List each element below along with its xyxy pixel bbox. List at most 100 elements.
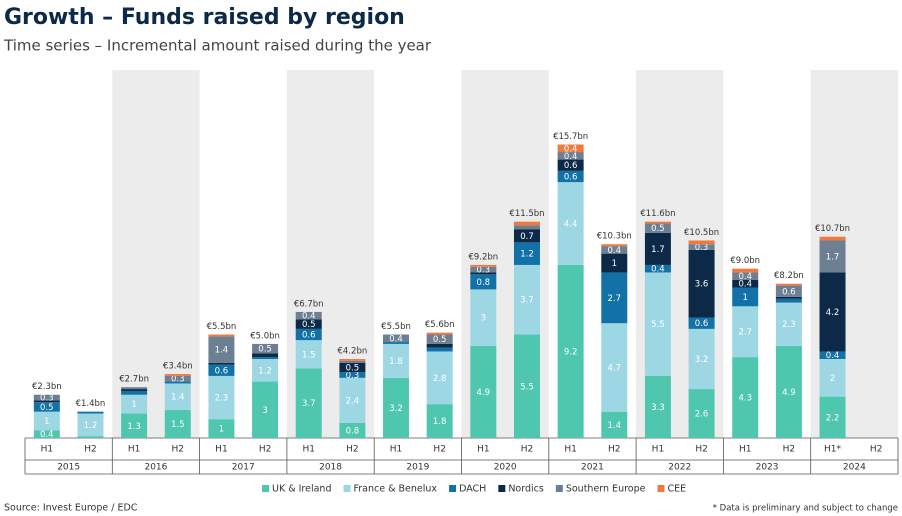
bar-segment	[339, 372, 366, 378]
bar-segment	[426, 347, 453, 352]
legend-swatch	[657, 485, 665, 492]
total-label: €5.5bn	[207, 322, 237, 332]
x-tick-label: H1	[739, 445, 752, 455]
bar-segment	[557, 159, 584, 171]
bar-segment	[732, 272, 759, 280]
bar-segment	[164, 381, 191, 384]
bar-segment	[426, 351, 453, 405]
legend-label: DACH	[459, 484, 486, 495]
bar-segment	[732, 287, 759, 307]
data-label: 1.4	[215, 346, 229, 356]
data-label: 2.3	[782, 320, 796, 330]
bar-segment	[77, 411, 104, 414]
data-label: 1.5	[302, 350, 316, 360]
data-label: 0.4	[738, 280, 752, 290]
total-label: €8.2bn	[774, 271, 804, 281]
bar-segment	[426, 404, 453, 438]
legend-label: France & Benelux	[354, 484, 438, 495]
data-label: 0.6	[564, 173, 578, 183]
bar-segment	[557, 264, 584, 438]
legend-swatch	[262, 485, 269, 492]
bar-segment	[208, 419, 235, 438]
bar-segment	[644, 272, 671, 376]
bar-segment	[33, 430, 60, 438]
data-label: 1.2	[84, 421, 98, 431]
year-label: 2018	[319, 463, 342, 473]
x-tick-label: H2	[433, 445, 446, 455]
x-tick-label: H2	[346, 445, 359, 455]
bar-segment	[775, 345, 802, 438]
data-label: 2.4	[346, 396, 360, 406]
legend-label: Southern Europe	[566, 484, 646, 495]
bar-segment	[688, 389, 715, 438]
legend-swatch	[449, 485, 457, 492]
data-label: 9.2	[564, 347, 578, 357]
bar-segment	[121, 413, 148, 438]
bar-segment	[77, 413, 104, 437]
bar-segment	[295, 328, 322, 341]
data-label: 4.7	[608, 363, 622, 373]
x-tick-label: H1	[652, 445, 665, 455]
total-label: €10.7bn	[815, 224, 850, 234]
data-label: 0.8	[346, 426, 360, 436]
data-label: 0.3	[171, 375, 185, 385]
bar-segment	[121, 390, 148, 395]
bar-segment	[732, 357, 759, 438]
data-label: 0.5	[346, 363, 360, 373]
data-label: 4.2	[826, 308, 840, 318]
bar-segment	[426, 343, 453, 348]
data-label: 1	[612, 259, 617, 269]
bar-segment	[295, 368, 322, 438]
year-label: 2017	[232, 463, 255, 473]
bar-segment	[383, 343, 410, 378]
bar-segment	[33, 394, 60, 401]
x-tick-label: H1	[564, 445, 577, 455]
bar-segment	[208, 375, 235, 420]
total-label: €9.0bn	[730, 256, 760, 266]
data-label: 3.6	[695, 280, 709, 290]
bar-segment	[819, 396, 846, 438]
bar-segment	[644, 223, 671, 233]
bar-segment	[557, 170, 584, 183]
bar-segment	[208, 336, 235, 363]
x-tick-label: H1	[41, 445, 54, 455]
total-label: €11.6bn	[640, 209, 675, 219]
data-label: 1.4	[608, 421, 622, 431]
bar-segment	[557, 144, 584, 153]
bar-segment	[688, 328, 715, 390]
data-label: 0.6	[215, 366, 229, 376]
x-tick-label: H1	[390, 445, 403, 455]
bar-segment	[513, 242, 540, 265]
data-label: 0.4	[738, 272, 752, 282]
data-label: 1.4	[171, 393, 185, 403]
bar-segment	[470, 289, 497, 346]
data-label: 4.9	[477, 388, 491, 398]
bar-segment	[732, 268, 759, 273]
x-tick-label: H2	[870, 445, 883, 455]
bar-segment	[339, 377, 366, 423]
bar-segment	[426, 334, 453, 344]
bar-segment	[601, 253, 628, 273]
bar-segment	[601, 246, 628, 254]
bar-segment	[688, 244, 715, 250]
data-label: 5.5	[651, 320, 665, 330]
chart-title: Growth – Funds raised by region	[4, 5, 405, 30]
legend-swatch	[498, 485, 506, 492]
data-label: 3	[262, 406, 267, 416]
bar-segment	[513, 264, 540, 335]
source: Source: Invest Europe / EDC	[4, 503, 138, 514]
data-label: 0.8	[477, 278, 491, 288]
bar-segment	[470, 274, 497, 290]
bar-segment	[775, 302, 802, 346]
bar-segment	[688, 249, 715, 318]
data-label: 0.5	[302, 320, 316, 330]
total-label: €1.4bn	[76, 399, 106, 409]
bar-segment	[339, 358, 366, 361]
total-label: €2.3bn	[32, 382, 62, 392]
legend-label: UK & Ireland	[272, 484, 332, 495]
total-label: €10.5bn	[684, 228, 719, 238]
bar-segment	[775, 296, 802, 299]
year-label: 2022	[668, 463, 691, 473]
year-label: 2016	[144, 463, 167, 473]
data-label: 3.7	[302, 399, 316, 409]
